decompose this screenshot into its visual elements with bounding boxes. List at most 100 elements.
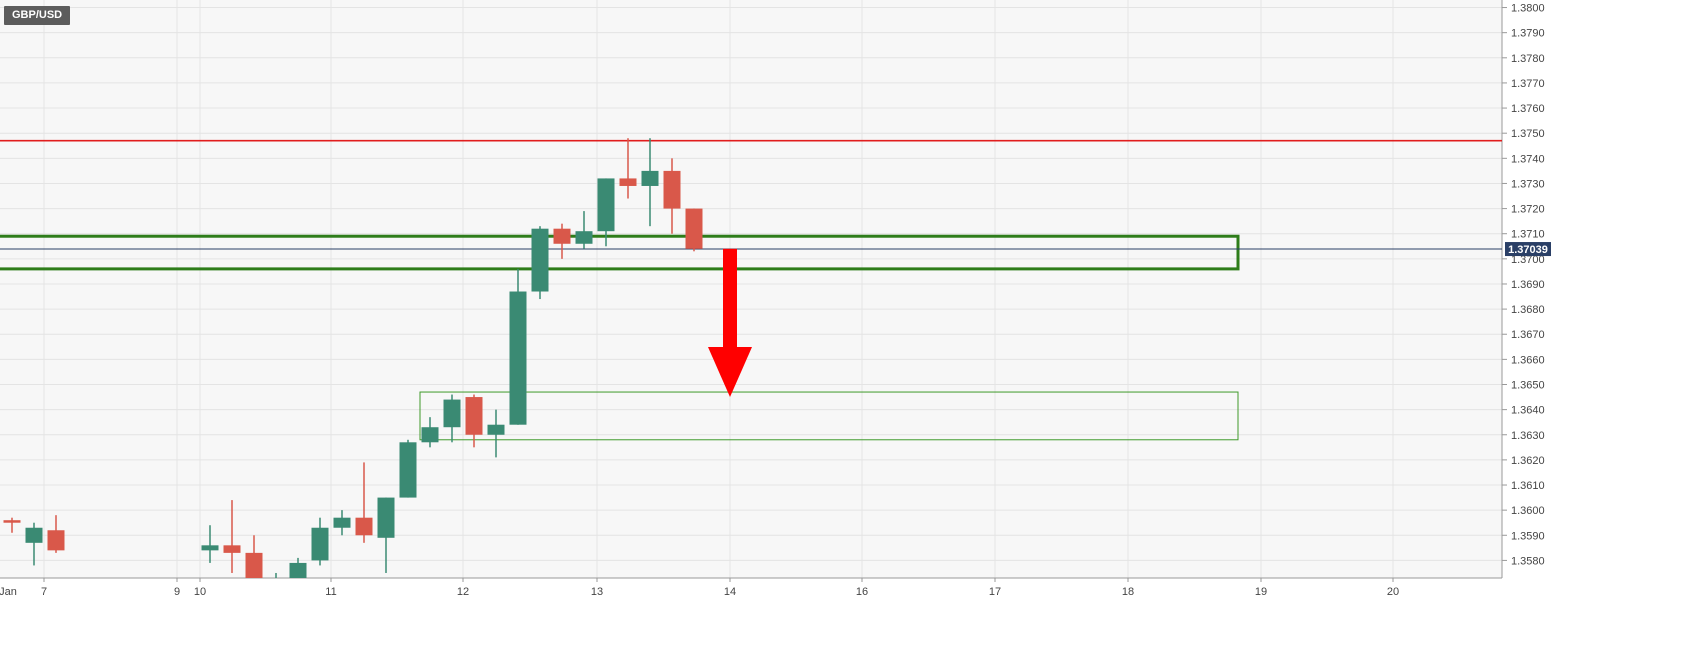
y-tick-label: 1.3670 (1511, 329, 1545, 341)
candle-body (531, 228, 549, 292)
candle-body (201, 545, 219, 551)
y-tick-label: 1.3590 (1511, 530, 1545, 542)
y-axis: 1.3580 1.3590 1.3600 1.3610 1.3620 1.3630 1.36… (1502, 3, 1545, 567)
candle-body (641, 170, 659, 186)
candle-body (333, 517, 351, 528)
x-tick-label: Jan (0, 586, 17, 598)
plot-layer (0, 138, 1502, 578)
y-tick-label: 1.3580 (1511, 555, 1545, 567)
x-tick-label: 11 (325, 586, 336, 598)
candle-up (575, 211, 593, 249)
candle-up (201, 525, 219, 563)
x-tick-label: 20 (1387, 586, 1399, 598)
candle-up (531, 226, 549, 300)
candle-body (3, 520, 21, 523)
x-tick-label: 13 (591, 586, 603, 598)
candle-body (487, 424, 505, 435)
candle-down (465, 394, 483, 448)
y-tick-label: 1.3640 (1511, 405, 1545, 417)
candle-body (289, 562, 307, 578)
candle-up (399, 439, 417, 498)
candle-body (377, 497, 395, 538)
candle-body (223, 545, 241, 553)
candle-down (3, 517, 21, 533)
arrow-head (708, 347, 752, 398)
plot-area (0, 0, 1502, 578)
y-tick-label: 1.3760 (1511, 103, 1545, 115)
candle-body (355, 517, 373, 536)
x-tick-label: 9 (174, 586, 180, 598)
candle-up (487, 409, 505, 458)
candle-body (575, 231, 593, 244)
candle-down (245, 535, 263, 578)
candle-up (289, 557, 307, 578)
target-zone-lower (419, 391, 1239, 441)
y-tick-label: 1.3610 (1511, 480, 1545, 492)
y-tick-label: 1.3750 (1511, 128, 1545, 140)
candle-down (685, 208, 703, 252)
candle-body (685, 208, 703, 249)
candle-body (245, 552, 263, 578)
current-price-label: 1.37039 (1505, 242, 1551, 257)
x-tick-label: 10 (194, 586, 206, 598)
y-tick-label: 1.3700 (1511, 254, 1545, 266)
current-price-label-text: 1.37039 (1508, 244, 1548, 256)
y-tick-label: 1.3660 (1511, 354, 1545, 366)
current-price-label-bg (1505, 242, 1551, 257)
x-tick-label: 18 (1122, 586, 1134, 598)
x-tick-label: 17 (989, 586, 1001, 598)
candle-body (311, 527, 329, 561)
candle-up (641, 138, 659, 227)
candle-body (465, 397, 483, 435)
candle-body (597, 178, 615, 232)
candle-down (223, 500, 241, 573)
candle-body (553, 228, 571, 244)
candle-body (619, 178, 637, 186)
y-tick-label: 1.3740 (1511, 153, 1545, 165)
y-tick-label: 1.3630 (1511, 430, 1545, 442)
y-tick-label: 1.3690 (1511, 279, 1545, 291)
candles (3, 138, 703, 578)
candle-up (509, 268, 527, 425)
candle-body (509, 291, 527, 425)
candle-body (399, 442, 417, 498)
x-tick-label: 14 (724, 586, 736, 598)
candle-down (355, 462, 373, 543)
candle-body (663, 170, 681, 209)
grid-lines (0, 0, 1502, 578)
candle-up (311, 517, 329, 566)
down-arrow (708, 248, 752, 398)
y-tick-label: 1.3780 (1511, 53, 1545, 65)
y-tick-label: 1.3770 (1511, 78, 1545, 90)
y-tick-label: 1.3680 (1511, 304, 1545, 316)
candle-up (333, 510, 351, 536)
x-tick-label: 12 (457, 586, 469, 598)
y-tick-label: 1.3620 (1511, 455, 1545, 467)
x-tick-label: 19 (1255, 586, 1267, 598)
candle-up (421, 417, 439, 448)
arrow-shaft (723, 248, 737, 350)
x-tick-label: 7 (41, 586, 47, 598)
y-tick-label: 1.3650 (1511, 379, 1545, 391)
candle-down (47, 515, 65, 553)
candle-up (25, 522, 43, 566)
y-tick-label: 1.3790 (1511, 28, 1545, 40)
y-tick-label: 1.3710 (1511, 229, 1545, 241)
y-tick-label: 1.3600 (1511, 505, 1545, 517)
candle-down (553, 223, 571, 259)
candle-down (663, 158, 681, 234)
candle-body (25, 527, 43, 543)
candle-up (377, 497, 395, 573)
y-tick-label: 1.3800 (1511, 3, 1545, 15)
candle-up (597, 178, 615, 247)
y-tick-label: 1.3730 (1511, 178, 1545, 190)
y-tick-label: 1.3720 (1511, 204, 1545, 216)
candle-body (443, 399, 461, 428)
symbol-badge[interactable]: GBP/USD (4, 6, 71, 25)
candle-down (619, 138, 637, 199)
support-zone-upper (0, 234, 1240, 271)
candle-up (443, 394, 461, 443)
candle-body (47, 530, 65, 551)
